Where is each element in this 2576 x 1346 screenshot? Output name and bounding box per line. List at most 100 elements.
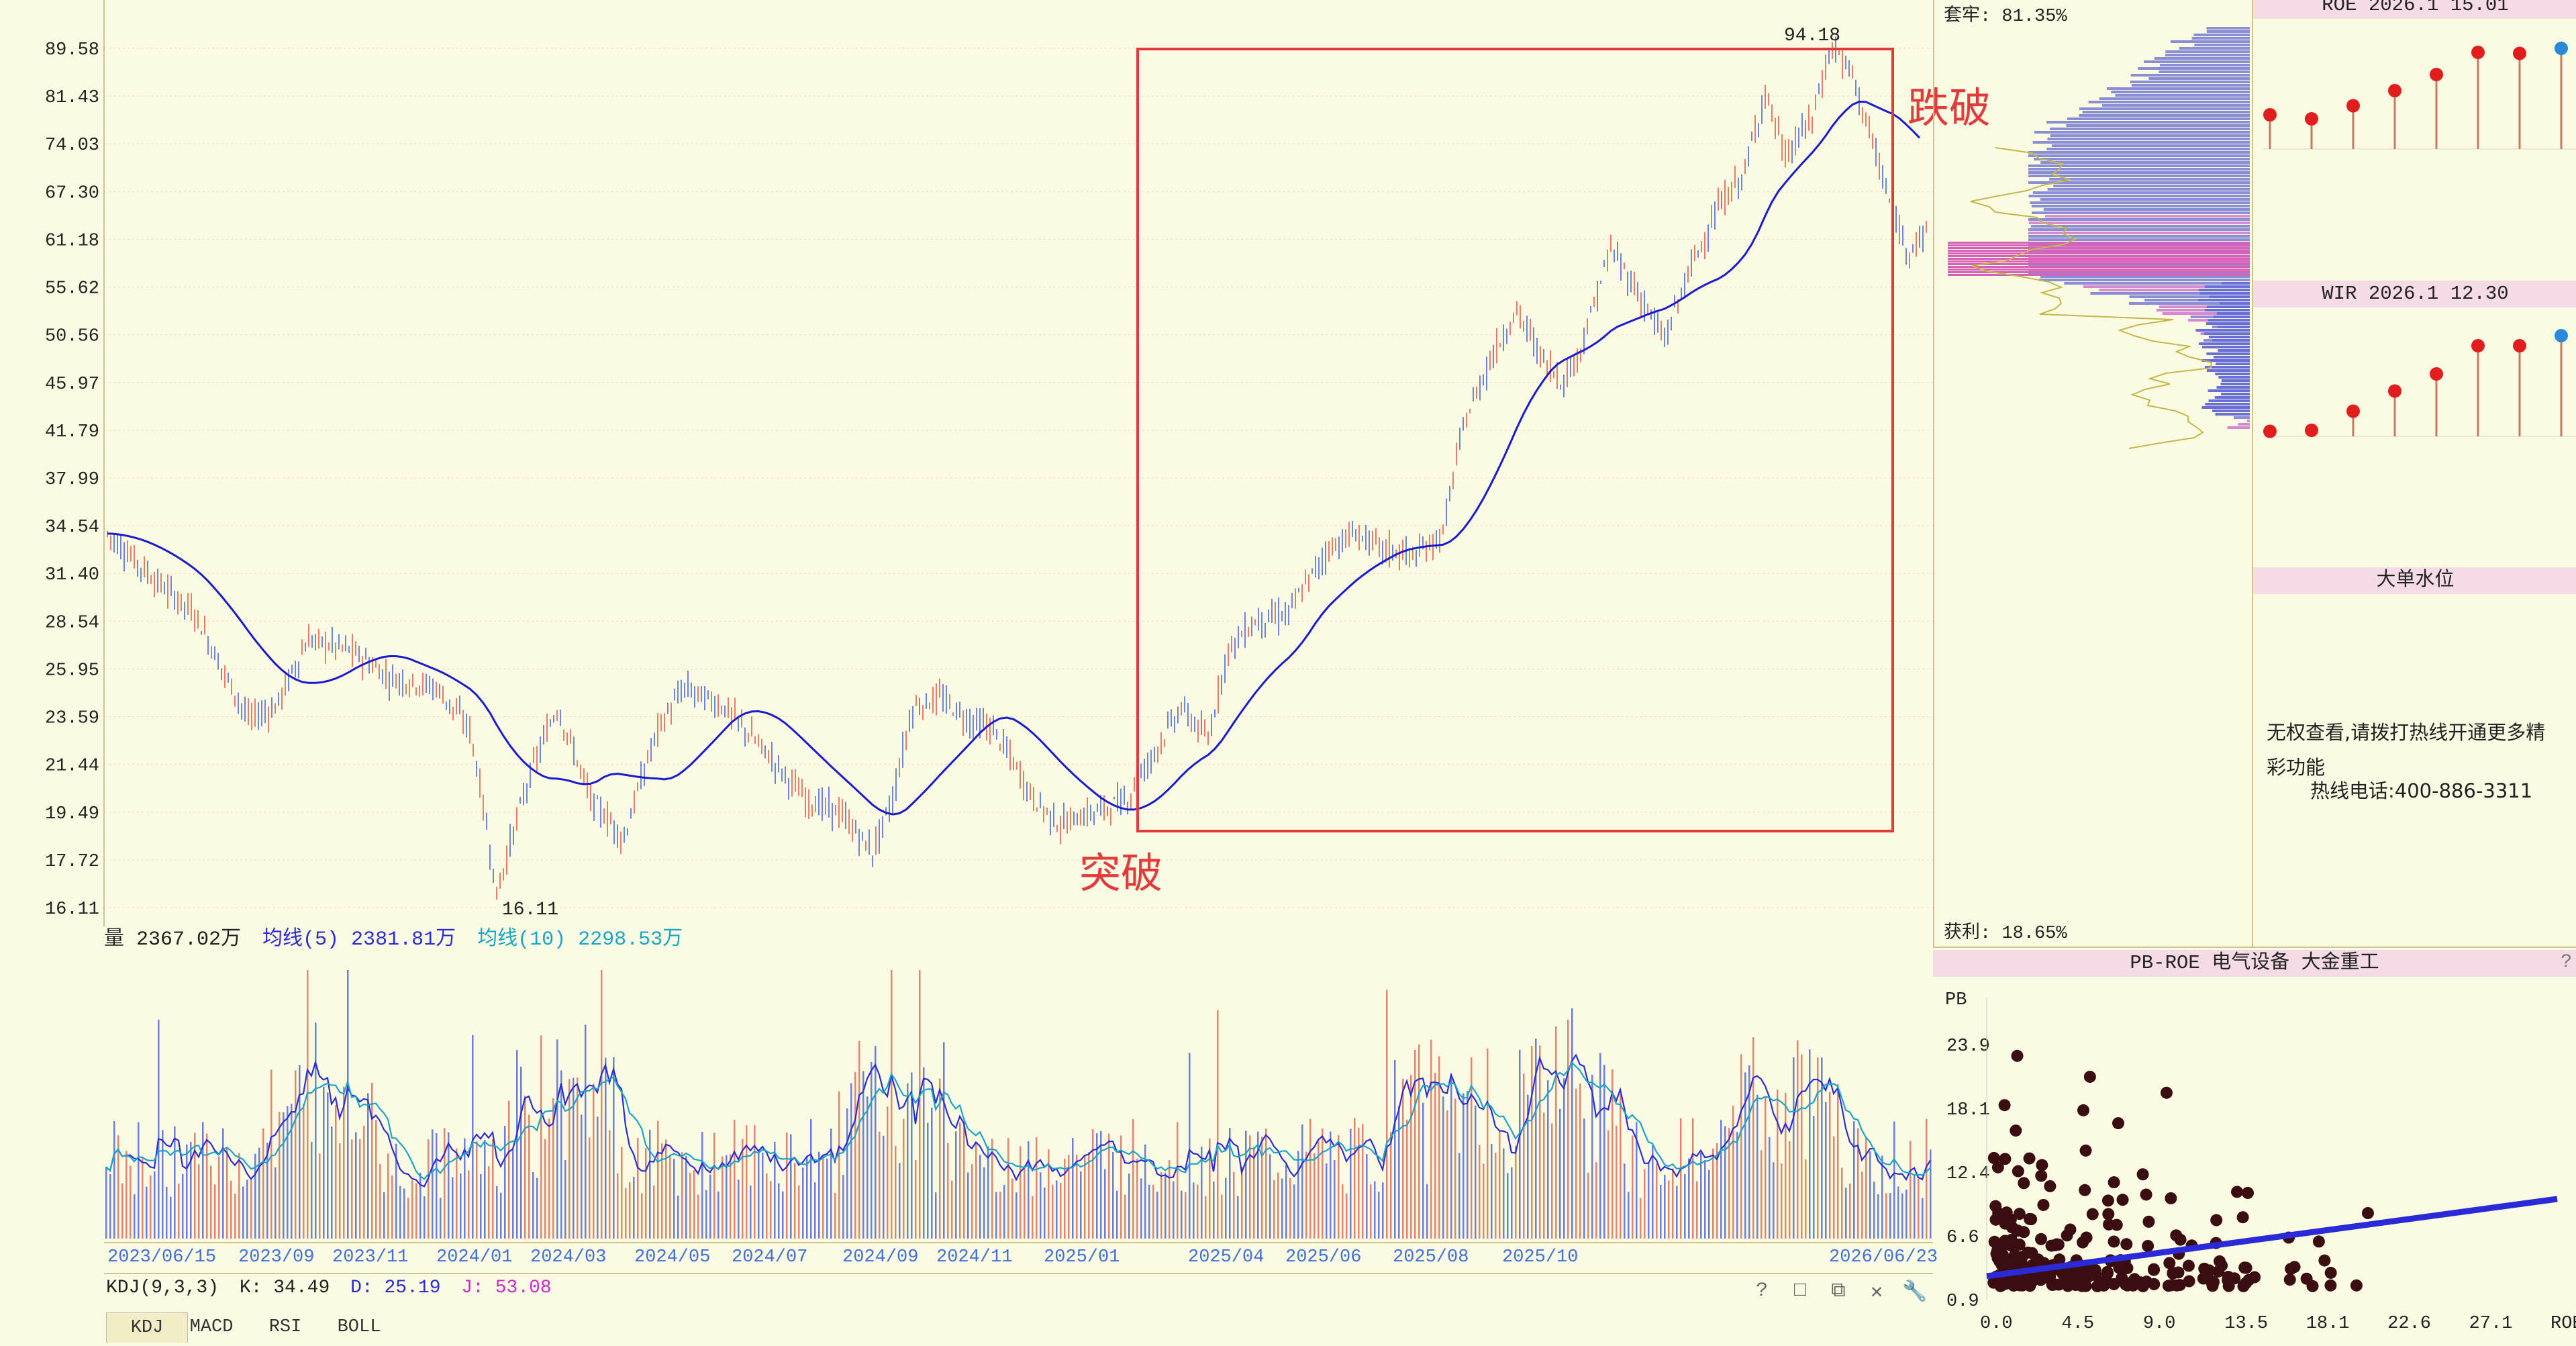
volume-bar [1064, 1159, 1066, 1239]
volume-bar [1060, 1183, 1062, 1239]
chip-bar [2213, 316, 2250, 318]
chip-bar [2159, 64, 2250, 66]
pb-roe-point [2300, 1272, 2313, 1285]
volume-bar [1785, 1092, 1787, 1239]
volume-bar [1225, 1177, 1227, 1239]
pb-roe-help-icon[interactable]: ? [2561, 952, 2572, 973]
pb-roe-point [1999, 1153, 2012, 1165]
price-svg[interactable]: 89.58 81.43 74.03 67.30 61.18 55.62 50.56 45.97… [0, 0, 1933, 926]
pb-roe-point [1991, 1161, 2004, 1173]
chip-bar [2206, 322, 2250, 325]
pb-tick-label: 23.9 [1946, 1037, 1990, 1057]
pb-roe-point [1989, 1200, 2002, 1212]
volume-bar [1293, 1184, 1295, 1239]
chip-bar [2128, 302, 2250, 305]
volume-bar [1132, 1118, 1134, 1239]
volume-bar [842, 1175, 844, 1239]
volume-bar [540, 1035, 542, 1239]
volume-bar [1575, 1088, 1577, 1239]
volume-bar [822, 1155, 824, 1239]
pb-roe-point [2318, 1254, 2331, 1267]
volume-bar [862, 1071, 864, 1239]
volume-bar [524, 1096, 526, 1239]
chip-bar [2159, 70, 2250, 73]
volume-bar [593, 1084, 595, 1239]
volume-bar [1869, 1151, 1871, 1239]
kdj-legend: KDJ(9,3,3) K: 34.49 D: 25.19 J: 53.08 [106, 1278, 561, 1298]
chip-bar [2208, 336, 2250, 338]
volume-bar [476, 1141, 478, 1239]
chip-bar [2049, 178, 2250, 181]
pb-roe-panel[interactable]: PB-ROE 电气设备 大金重工 ? PB 23.9 18.1 12.4 6.6 0.9 0… [1933, 947, 2576, 1346]
pb-roe-point [2052, 1238, 2065, 1251]
volume-bar [295, 1070, 297, 1239]
volume-bar [955, 1131, 957, 1239]
volume-bar [1148, 1184, 1150, 1239]
volume-bar [1664, 1175, 1666, 1239]
volume-bar [275, 1167, 277, 1239]
volume-bar [186, 1144, 188, 1239]
pb-roe-point [1987, 1151, 2000, 1164]
pb-roe-point [2210, 1214, 2223, 1227]
volume-bar [488, 1166, 490, 1239]
chip-distribution-panel[interactable]: 套牢: 81.35% 获利: 18.65% [1933, 0, 2253, 947]
volume-bar [166, 1186, 168, 1239]
volume-bar [810, 1118, 812, 1239]
volume-bar [722, 1156, 724, 1239]
volume-bar [1704, 1160, 1706, 1239]
help-icon[interactable]: ? [1755, 1280, 1768, 1302]
volume-bar [1249, 1135, 1251, 1239]
chip-bar [2156, 309, 2250, 311]
volume-bar [1334, 1160, 1336, 1239]
volume-bar [1636, 1122, 1638, 1239]
chip-bar [2028, 154, 2250, 157]
tab-macd[interactable]: MACD [189, 1317, 234, 1337]
chip-bar [2047, 138, 2250, 140]
volume-bar [1479, 1145, 1481, 1239]
restore-icon[interactable]: □ [1793, 1280, 1806, 1302]
price-chart-panel[interactable]: 89.58 81.43 74.03 67.30 61.18 55.62 50.56 45.97… [0, 0, 1933, 926]
volume-bar [1346, 1193, 1348, 1239]
chip-bar [2034, 158, 2250, 160]
chip-bar [2050, 134, 2250, 137]
price-tick-label: 19.49 [45, 804, 99, 824]
volume-bar [1801, 1054, 1803, 1239]
date-tick-label: 2026/06/23 [1829, 1247, 1938, 1267]
chip-bar [2050, 128, 2250, 130]
pb-roe-point [2242, 1273, 2255, 1286]
volume-bar [174, 1126, 176, 1239]
roe-tick-label: 0.0 [1980, 1314, 2013, 1334]
volume-bar [1467, 1090, 1469, 1239]
chip-bar [2030, 225, 2250, 228]
pb-roe-regression-line [1986, 1196, 2558, 1280]
volume-bar [1458, 1153, 1460, 1239]
close-icon[interactable]: ✕ [1870, 1282, 1883, 1304]
settings-icon[interactable]: 🔧 [1902, 1282, 1928, 1304]
chip-bar [2205, 403, 2250, 405]
volume-bar [1583, 1118, 1585, 1239]
tab-kdj[interactable]: KDJ [106, 1312, 188, 1343]
tab-boll[interactable]: BOLL [337, 1317, 381, 1337]
volume-bar [1607, 1130, 1609, 1239]
volume-bar [605, 1057, 607, 1239]
volume-bar [1273, 1180, 1275, 1239]
chip-bar [2218, 349, 2250, 352]
wir-lollipop-chart [2263, 329, 2576, 438]
chip-bar [2067, 117, 2250, 120]
volume-bar [802, 1167, 804, 1239]
volume-bar [798, 1185, 800, 1239]
price-tick-label: 74.03 [45, 136, 99, 156]
tab-rsi[interactable]: RSI [268, 1317, 302, 1337]
price-tick-label: 37.99 [45, 470, 99, 490]
volume-chart[interactable] [104, 953, 1933, 1239]
volume-bar [979, 1155, 981, 1239]
chip-bar [2030, 201, 2250, 204]
volume-bar [1322, 1128, 1324, 1239]
window-icon[interactable]: ⧉ [1831, 1280, 1846, 1303]
chip-bar [2028, 228, 2250, 231]
volume-bar [911, 1072, 913, 1239]
volume-bar [1326, 1163, 1328, 1239]
roe-point [2263, 108, 2277, 122]
volume-bar [544, 1139, 546, 1239]
chip-bar [2028, 171, 2250, 174]
